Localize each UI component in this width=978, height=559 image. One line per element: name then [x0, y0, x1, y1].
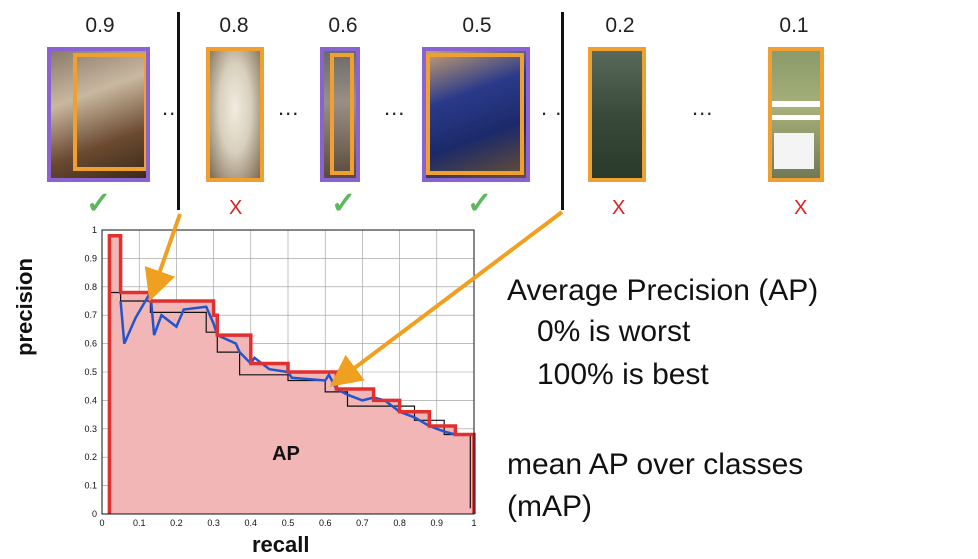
score-label: 0.8 — [219, 14, 249, 37]
x-axis-label: recall — [252, 532, 310, 557]
map-line1: mean AP over classes — [507, 448, 804, 481]
person-horse-photo-icon — [47, 47, 150, 182]
map-line2: (mAP) — [507, 490, 592, 523]
x-tick-label: 0.6 — [319, 518, 332, 528]
y-tick-label: 0.4 — [84, 395, 97, 405]
x-tick-label: 0.9 — [431, 518, 444, 528]
y-tick-label: 0 — [92, 509, 97, 519]
worst-text: 0% is worst — [537, 315, 691, 348]
arrow-to-curve-2 — [329, 210, 564, 387]
ap-title: Average Precision (AP) — [507, 274, 819, 307]
x-tick-label: 0.4 — [245, 518, 258, 528]
x-tick-label: 0.1 — [133, 518, 146, 528]
score-label: 0.6 — [328, 14, 358, 37]
ellipsis: ... — [384, 95, 406, 120]
check-icon: ✓ — [467, 187, 493, 220]
x-tick-label: 0 — [99, 518, 104, 528]
y-tick-label: 0.5 — [84, 367, 97, 377]
y-tick-label: 0.1 — [84, 481, 97, 491]
motorcyclist-photo-icon — [422, 47, 530, 182]
arrow-to-curve-1 — [144, 213, 182, 302]
tree-photo-icon — [588, 47, 646, 182]
threshold-line — [177, 12, 180, 210]
x-tick-label: 0.8 — [393, 518, 406, 528]
x-tick-label: 0.5 — [282, 518, 295, 528]
y-tick-label: 0.8 — [84, 282, 97, 292]
score-label: 0.1 — [779, 14, 809, 37]
ellipsis: ... — [692, 95, 714, 120]
x-tick-label: 0.7 — [356, 518, 369, 528]
ellipsis: .. — [162, 95, 177, 120]
y-tick-label: 1 — [92, 225, 97, 235]
y-tick-label: 0.7 — [84, 310, 97, 320]
check-icon: ✓ — [331, 187, 357, 220]
x-tick-label: 0.2 — [170, 518, 183, 528]
score-label: 0.2 — [605, 14, 635, 37]
x-tick-label: 1 — [471, 518, 476, 528]
y-tick-label: 0.6 — [84, 339, 97, 349]
best-text: 100% is best — [537, 358, 709, 391]
score-label: 0.9 — [85, 14, 115, 37]
ellipsis: . . — [541, 95, 563, 120]
threshold-line — [561, 12, 564, 210]
x-tick-label: 0.3 — [207, 518, 220, 528]
cross-icon: X — [229, 197, 243, 219]
ap-area-label: AP — [272, 443, 300, 465]
ap-area — [109, 235, 475, 514]
field-photo-icon — [768, 47, 824, 182]
check-icon: ✓ — [86, 187, 112, 220]
y-tick-label: 0.3 — [84, 424, 97, 434]
score-label: 0.5 — [462, 14, 492, 37]
sheep-photo-icon — [206, 47, 264, 182]
cross-icon: X — [794, 197, 808, 219]
person-standing-photo-icon — [320, 47, 360, 182]
ellipsis: ... — [278, 95, 300, 120]
y-tick-label: 0.2 — [84, 452, 97, 462]
cross-icon: X — [612, 197, 626, 219]
y-tick-label: 0.9 — [84, 253, 97, 263]
